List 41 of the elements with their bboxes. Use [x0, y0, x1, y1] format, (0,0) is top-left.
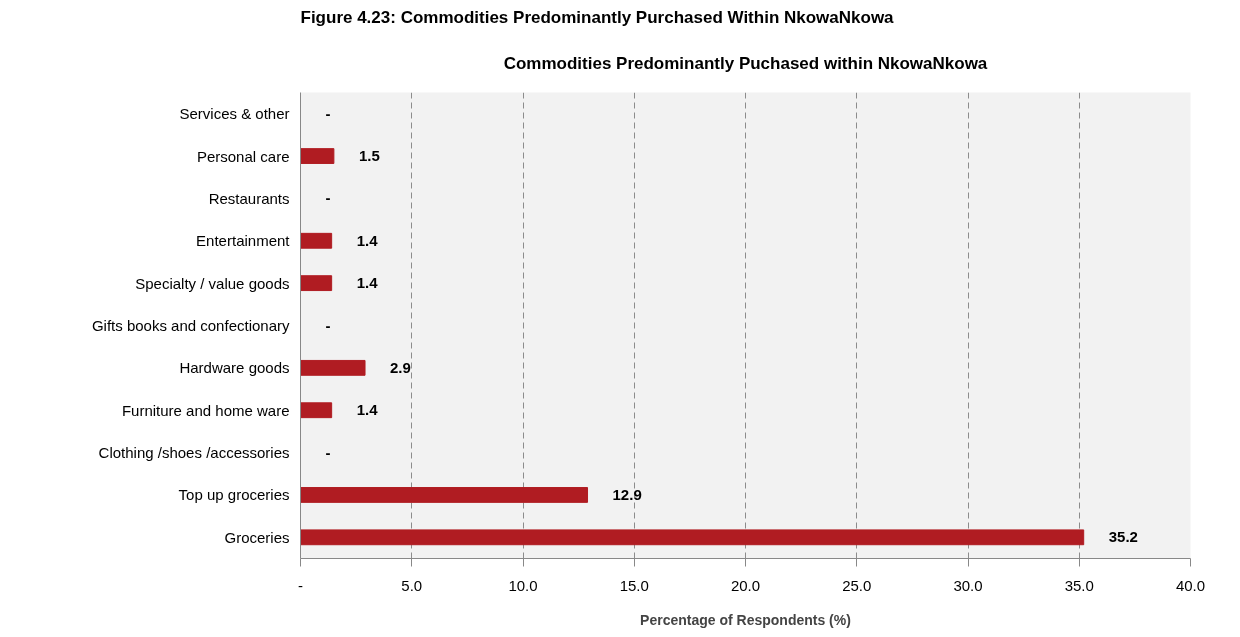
x-axis-title: Percentage of Respondents (%): [640, 611, 851, 628]
data-label: 2.9: [390, 358, 411, 376]
data-label: -: [325, 189, 331, 207]
y-tick-label: Furniture and home ware: [121, 401, 290, 419]
x-tick-label: 15.0: [619, 576, 649, 594]
x-tick-label: -: [298, 576, 303, 594]
y-tick-label: Top up groceries: [178, 486, 290, 504]
bar: [300, 275, 333, 292]
data-label: 1.5: [358, 147, 380, 165]
bar: [300, 148, 335, 164]
bar: [300, 402, 333, 419]
y-tick-label: Personal care: [196, 147, 290, 165]
data-label: 1.4: [356, 274, 379, 292]
y-tick-label: Hardware goods: [179, 359, 290, 377]
x-tick-label: 30.0: [953, 576, 983, 594]
y-tick-label: Restaurants: [208, 189, 290, 207]
bar: [300, 359, 366, 376]
data-label: 35.2: [1108, 528, 1138, 546]
y-tick-label: Services & other: [179, 105, 290, 123]
y-tick-label: Entertainment: [196, 232, 291, 250]
bar: [300, 232, 333, 249]
bar: [300, 487, 589, 503]
x-tick-label: 5.0: [401, 576, 423, 594]
caption: Figure 4.23: Commodities Predominantly Purchased Within NkowaNkowa: [300, 7, 895, 27]
x-tick-label: 20.0: [730, 576, 761, 594]
x-tick-label: 25.0: [842, 576, 872, 594]
y-tick-label: Gifts books and confectionary: [91, 317, 290, 334]
data-label: 1.4: [356, 231, 379, 249]
x-tick-label: 40.0: [1175, 576, 1206, 594]
x-tick-label: 10.0: [508, 576, 538, 594]
bar: [300, 529, 1085, 546]
data-label: 1.4: [356, 401, 379, 419]
x-tick-label: 35.0: [1064, 576, 1094, 594]
data-label: -: [325, 443, 331, 461]
chart-title: Commodities Predominantly Puchased within NkowaNkowa: [503, 53, 988, 73]
data-label: 12.9: [612, 485, 642, 503]
y-tick-label: Specialty / value goods: [135, 274, 290, 292]
data-label: -: [325, 104, 331, 122]
y-tick-label: Groceries: [224, 528, 290, 546]
y-tick-label: Clothing /shoes /accessories: [98, 444, 290, 462]
data-label: -: [325, 316, 331, 334]
